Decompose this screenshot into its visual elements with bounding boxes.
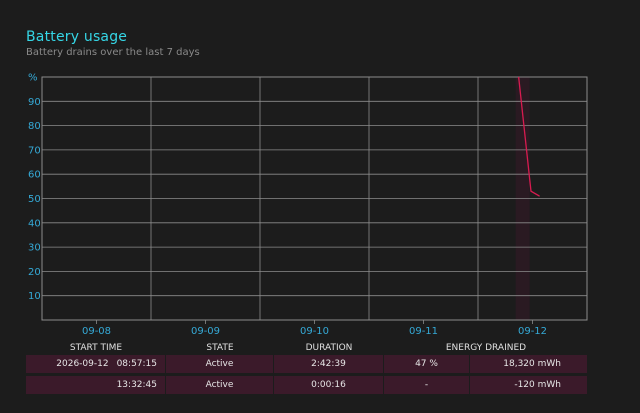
table-row[interactable]: 2026-09-12 08:57:15 Active 2:42:39 47 % … [26, 355, 588, 373]
header-energy-drained: ENERGY DRAINED [445, 343, 527, 353]
header-state: STATE [206, 343, 234, 353]
energy-cell: -120 mWh [470, 376, 588, 394]
start-time: 13:32:45 [116, 380, 157, 390]
percent-cell: 47 % [384, 355, 470, 373]
y-tick-label: 10 [28, 291, 41, 302]
usage-table: START TIME STATE DURATION ENERGY DRAINED… [26, 341, 588, 397]
state-cell: Active [166, 376, 274, 394]
y-tick-label: 70 [28, 145, 41, 156]
y-tick-label: 90 [28, 97, 41, 108]
duration-cell: 0:00:16 [274, 376, 384, 394]
battery-level-line [518, 76, 540, 197]
y-unit-label: % [28, 73, 38, 84]
start-date: 2026-09-12 [56, 359, 109, 369]
y-tick-label: 20 [28, 267, 41, 278]
percent-cell: - [384, 376, 470, 394]
state-cell: Active [166, 355, 274, 373]
page-subtitle: Battery drains over the last 7 days [26, 47, 200, 58]
x-tick-label: 09-09 [191, 326, 220, 337]
start-time-cell: 2026-09-12 08:57:15 [26, 355, 166, 373]
start-time: 08:57:15 [116, 359, 157, 369]
x-tick-label: 09-12 [518, 326, 547, 337]
duration-cell: 2:42:39 [274, 355, 384, 373]
y-tick-label: 60 [28, 170, 41, 181]
battery-chart: 10 20 30 40 50 60 70 80 90% 09-08 09-09 09-10 09-11 0… [28, 73, 588, 337]
header-duration: DURATION [305, 343, 353, 353]
x-tick-label: 09-11 [409, 326, 438, 337]
table-row[interactable]: 13:32:45 Active 0:00:16 - -120 mWh [26, 376, 588, 394]
y-tick-label: 30 [28, 243, 41, 254]
page-title: Battery usage [26, 29, 128, 45]
energy-cell: 18,320 mWh [470, 355, 588, 373]
header-start-time: START TIME [69, 343, 123, 353]
start-time-cell: 13:32:45 [26, 376, 166, 394]
y-tick-label: 80 [28, 121, 41, 132]
x-tick-label: 09-10 [300, 326, 329, 337]
table-header: START TIME STATE DURATION ENERGY DRAINED [26, 341, 588, 355]
y-tick-label: 40 [28, 218, 41, 229]
x-tick-label: 09-08 [82, 326, 111, 337]
y-tick-label: 50 [28, 194, 41, 205]
